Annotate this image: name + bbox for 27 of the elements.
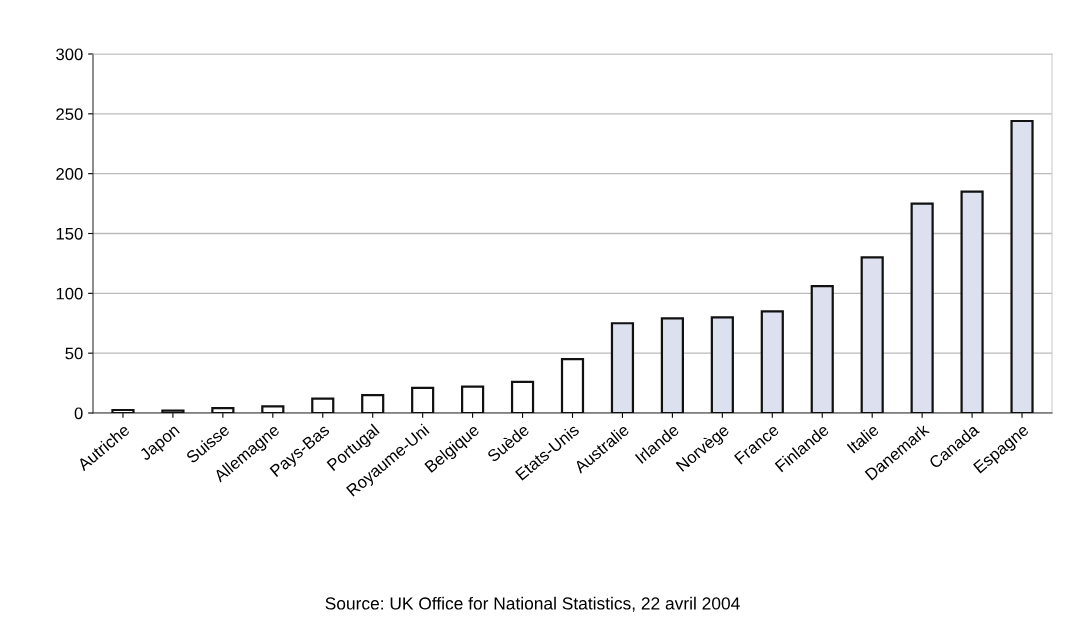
bar	[510, 380, 535, 413]
bar	[660, 317, 684, 413]
y-tick-label: 300	[56, 48, 83, 61]
y-tick-label: 150	[56, 227, 83, 240]
y-tick-label: 200	[56, 168, 83, 180]
bar	[411, 386, 435, 413]
bar	[860, 256, 884, 413]
bar	[610, 322, 635, 413]
bar	[1010, 119, 1034, 413]
bar	[211, 407, 235, 413]
y-tick-label: 50	[65, 347, 83, 360]
bar	[161, 409, 185, 413]
bar	[760, 310, 784, 413]
bar	[910, 202, 934, 413]
bar	[461, 385, 485, 413]
y-tick-label: 0	[74, 407, 83, 420]
bar	[111, 408, 135, 413]
bar	[710, 316, 734, 413]
y-tick-label: 100	[56, 287, 83, 300]
y-tick-label: 250	[56, 108, 83, 121]
bar	[810, 285, 834, 413]
bar	[560, 358, 585, 413]
bar	[261, 405, 285, 413]
source-note: Source: UK Office for National Statistics, 22 avril 2004	[325, 596, 740, 612]
bar	[311, 397, 335, 413]
bar	[361, 393, 385, 413]
bar	[960, 190, 984, 413]
